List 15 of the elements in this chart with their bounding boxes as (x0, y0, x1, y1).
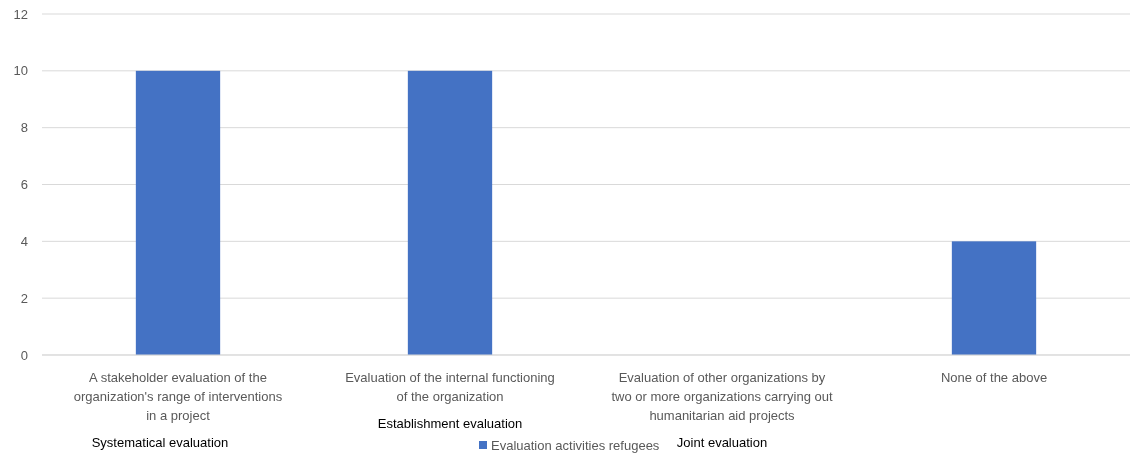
x-tick-label: Evaluation of the internal functioning of the organization (345, 370, 555, 404)
y-tick-label: 6 (20, 177, 28, 193)
text: Systematical evaluation (91, 435, 229, 450)
x-tick-label: Evaluation of other organizations by two or more organizations carrying out humanitarian aid projects (611, 370, 833, 423)
y-tick-label: 8 (20, 120, 28, 136)
y-tick-label: 10 (13, 63, 28, 79)
y-tick-label: 4 (20, 233, 28, 249)
x-tick-label: A stakeholder evaluation of the organization's range of interventions in a project (73, 370, 283, 423)
legend-label: Evaluation activities refugees (491, 438, 660, 453)
text: Joint evaluation (676, 435, 768, 450)
y-tick-label: 12 (13, 6, 28, 22)
y-tick-label: 2 (20, 290, 28, 306)
text: Establishment evaluation (377, 416, 523, 431)
y-tick-label: 0 (20, 347, 28, 363)
x-tick-label: None of the above (940, 370, 1048, 385)
